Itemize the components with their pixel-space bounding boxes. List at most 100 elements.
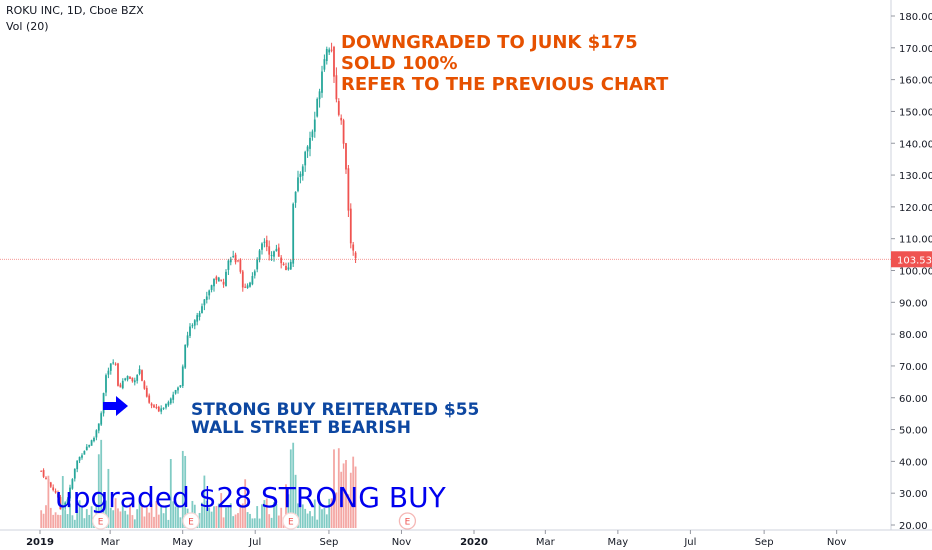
candle-body [169,398,172,404]
volume-bar [107,468,110,528]
volume-bar [160,506,163,528]
candle-body [347,168,350,211]
candle-body [208,290,211,296]
earnings-marker-label: E [188,518,194,528]
candle-body [40,470,43,472]
candle-body [292,203,295,264]
candle-body [323,59,326,70]
right-arrow-icon [103,396,128,416]
candle-body [253,271,256,276]
candle-body [222,281,225,285]
candle-body [143,381,146,389]
time-tick-label: 2019 [26,537,54,548]
volume-bar [47,475,50,528]
earnings-marker-label: E [98,518,104,528]
volume-bar [237,513,239,528]
volume-bar [49,507,52,528]
last-price-label: 103.53 [897,255,932,266]
volume-bar [275,503,278,528]
candle-body [352,244,355,251]
price-tick-label: 140.00 [899,139,932,150]
volume-bar [330,498,333,528]
volume-bar [306,513,309,528]
volume-bar [90,506,93,528]
volume-bar [78,500,81,528]
volume-bar [263,500,266,528]
price-tick-label: 180.00 [899,12,932,23]
volume-bar [117,508,119,528]
candle-body [261,243,263,250]
volume-bar [167,519,170,528]
candle-body [189,326,191,336]
candle-body [205,296,208,300]
candle-body [268,246,271,255]
candle-body [349,208,352,244]
volume-bar [349,472,352,528]
candle-body [330,49,333,51]
candle-body [196,315,199,322]
earnings-marker-icon [398,512,417,530]
volume-bar [97,454,100,528]
volume-bar [169,459,172,528]
strong-buy-line-2: WALL STREET BEARISH [191,418,412,438]
time-tick-label: May [172,537,193,548]
volume-bar [220,493,223,528]
volume-bar [309,511,311,528]
candle-body [69,487,71,499]
candle-body [95,430,98,438]
volume-bar [71,515,74,528]
volume-indicator-label: Vol (20) [6,20,49,33]
volume-bar [229,503,232,528]
candle-body [289,261,292,270]
volume-bar [328,498,331,528]
price-tick-label: 130.00 [899,171,932,182]
volume-bar [342,463,345,528]
candle-body [117,363,119,386]
volume-bar [148,512,151,528]
volume-bar [323,508,326,528]
volume-bar [325,514,328,528]
volume-bar [88,514,91,528]
time-tick-label: Nov [392,537,412,548]
candle-body [193,320,196,326]
candle-body [90,440,93,446]
candle-body [52,487,55,491]
candle-body [287,267,290,270]
volume-bar [145,507,148,528]
earnings-marker-label: E [288,518,294,528]
price-tick-label: 50.00 [899,426,928,437]
volume-bar [210,511,213,528]
volume-bar [241,503,244,528]
volume-bar [234,514,237,528]
volume-bar [239,504,242,528]
price-tick-label: 120.00 [899,203,932,214]
candle-body [239,259,242,272]
candle-body [121,380,124,389]
volume-bar [321,509,323,528]
candle-body [181,366,184,386]
volume-bar [244,479,247,528]
volume-bar [61,476,64,528]
candle-body [246,285,249,289]
candle-body [285,265,287,271]
candle-body [172,394,175,400]
candle-body [354,252,357,258]
price-tick-label: 100.00 [899,267,932,278]
candle-body [148,395,151,403]
candle-body [237,260,239,262]
upgraded-line: upgraded $28 STRONG BUY [55,481,446,514]
candle-body [313,119,316,132]
volume-bar [172,501,175,528]
price-tick-label: 60.00 [899,394,928,405]
volume-bar [287,494,290,528]
candle-body [203,299,206,306]
candle-body [263,241,266,243]
earnings-marker-icon [282,512,300,530]
volume-bar [64,510,67,528]
candle-body [141,370,143,381]
price-tick-label: 80.00 [899,330,928,341]
volume-bar [304,508,307,528]
volume-bar [184,455,187,528]
volume-bar [54,512,57,528]
